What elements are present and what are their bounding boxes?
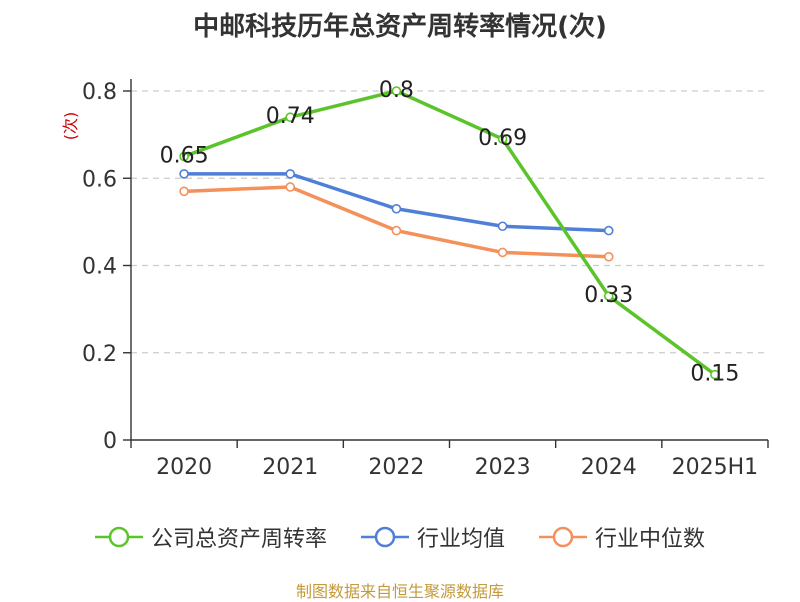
series-layer: [179, 86, 720, 380]
data-label: 0.8: [379, 78, 414, 103]
source-note: 制图数据来自恒生聚源数据库: [295, 582, 504, 601]
y-tick-label: 0.4: [82, 255, 117, 280]
data-point: [497, 247, 508, 258]
x-tick-label: 2020: [156, 455, 212, 480]
chart-title: 中邮科技历年总资产周转率情况(次): [193, 12, 607, 42]
x-tick-label: 2021: [262, 455, 318, 480]
legend-item[interactable]: 公司总资产周转率: [94, 521, 327, 553]
x-tick-label: 2022: [368, 455, 424, 480]
data-label: 0.69: [478, 126, 527, 151]
legend-label: 行业中位数: [595, 527, 706, 552]
data-point: [603, 225, 614, 236]
x-tick-label: 2025H1: [672, 455, 759, 480]
x-tick-label: 2024: [581, 455, 637, 480]
data-point: [497, 221, 508, 232]
data-point: [179, 186, 189, 197]
y-tick-label: 0.6: [82, 167, 117, 192]
grid-layer: [131, 90, 768, 354]
legend-swatch-icon: [94, 526, 143, 548]
data-point: [285, 169, 296, 179]
data-point: [603, 291, 614, 301]
data-label: 0.33: [584, 283, 633, 308]
legend-label: 行业均值: [416, 527, 505, 552]
data-point: [497, 134, 508, 144]
data-point: [391, 225, 402, 236]
y-tick-label: 0: [103, 429, 117, 454]
data-point: [285, 182, 296, 192]
data-point: [391, 86, 402, 96]
legend-item[interactable]: 行业中位数: [539, 521, 705, 553]
data-label: 0.15: [690, 362, 739, 387]
y-tick-label: 0.2: [82, 342, 117, 367]
y-tick-label: 0.8: [82, 80, 117, 105]
data-point: [285, 112, 296, 122]
series-line: [184, 185, 609, 259]
data-label: 0.65: [160, 143, 209, 168]
data-point: [391, 203, 402, 214]
axis-layer: 0 0.2 0.4 0.6 0.8 2020 2021 2022 2023 2024 2025H1 (…: [61, 79, 769, 480]
legend-swatch-icon: [360, 526, 409, 548]
y-axis-label: (次): [61, 112, 80, 141]
data-point: [710, 369, 720, 380]
label-layer: 0.65 0.74 0.8 0.69 0.33 0.15: [160, 78, 740, 387]
legend: 公司总资产周转率 行业均值 行业中位数: [0, 519, 800, 555]
legend-swatch-icon: [539, 526, 587, 548]
data-point: [179, 151, 189, 162]
x-tick-label: 2023: [475, 455, 531, 480]
data-point: [603, 251, 614, 262]
legend-label: 公司总资产周转率: [150, 527, 327, 552]
series-line: [183, 89, 716, 376]
data-label: 0.74: [266, 104, 315, 129]
legend-item[interactable]: 行业均值: [360, 521, 505, 553]
data-point: [179, 169, 189, 179]
